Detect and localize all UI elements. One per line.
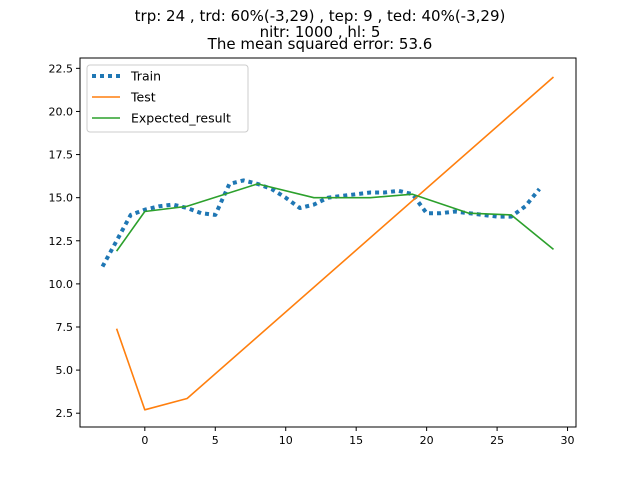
- x-tick-label: 15: [349, 434, 363, 447]
- legend-label: Test: [130, 90, 156, 105]
- y-tick-label: 17.5: [49, 149, 74, 162]
- y-tick-label: 20.0: [49, 105, 74, 118]
- y-tick-label: 7.5: [56, 321, 74, 334]
- series-line-test: [115, 76, 555, 411]
- y-tick-label: 10.0: [49, 278, 74, 291]
- y-tick-label: 2.5: [56, 407, 74, 420]
- chart-title-line-2: nitr: 1000 , hl: 5: [259, 23, 381, 41]
- x-tick-label: 30: [561, 434, 575, 447]
- plot-frame: [79, 57, 577, 428]
- series-line-train: [100, 178, 541, 268]
- series-line-expected-result: [115, 183, 555, 252]
- y-tick-label: 5.0: [56, 364, 74, 377]
- y-tick-label: 12.5: [49, 235, 74, 248]
- x-tick-label: 10: [279, 434, 293, 447]
- y-tick-label: 15.0: [49, 192, 74, 205]
- series-layer: [100, 76, 555, 411]
- chart-title-line-3: The mean squared error: 53.6: [207, 35, 433, 53]
- chart-title-line-1: trp: 24 , trd: 60%(-3,29) , tep: 9 , ted…: [134, 7, 506, 25]
- legend-label: Expected_result: [131, 111, 231, 126]
- x-tick-label: 5: [212, 434, 219, 447]
- x-tick-label: 0: [141, 434, 148, 447]
- legend-box: [86, 64, 249, 133]
- x-tick-label: 20: [420, 434, 434, 447]
- x-axis: 0 5 10 15 20 25 30: [141, 427, 575, 447]
- x-tick-label: 25: [490, 434, 504, 447]
- legend-label: Train: [130, 69, 161, 84]
- legend: Train Test Expected_result: [86, 64, 249, 133]
- y-axis: 2.5 5.0 7.5 10.0 12.5 15.0 17.5 20.0 22.5: [49, 62, 80, 420]
- y-tick-label: 22.5: [49, 62, 74, 75]
